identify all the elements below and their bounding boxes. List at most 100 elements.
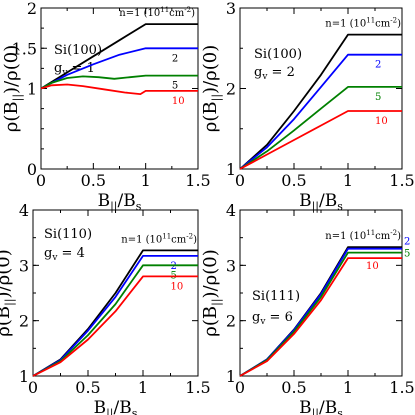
x-axis-label-main: B (299, 398, 312, 415)
series-label-3: 5 (172, 81, 178, 92)
series-line-2 (40, 47, 198, 90)
x-axis-label: B||/Bs (98, 191, 142, 214)
x-axis-label-main: B (98, 191, 111, 211)
series-label-sup2: -2 (390, 229, 397, 237)
panel-label: Si(100) (54, 43, 102, 58)
x-tick-label: 0.5 (81, 171, 106, 190)
series-label-end: ) (397, 231, 401, 242)
x-axis-label-main: B (299, 191, 312, 211)
y-tick-label: 1 (19, 367, 29, 386)
y-tick-label: 4 (226, 201, 236, 220)
y-axis-label-main: ρ(B (0, 306, 14, 337)
gv-symbol: g (252, 310, 260, 325)
series-label-sup2: -2 (186, 232, 193, 240)
series-line-2 (239, 53, 402, 170)
x-axis-label-sub2: s (136, 200, 142, 213)
y-tick-label: 4 (19, 201, 29, 220)
x-axis-label-tail: /B (118, 191, 136, 211)
panel-label: Si(100) (254, 47, 302, 62)
series-label-2: 2 (171, 261, 177, 272)
series-label-sup: 11 (366, 17, 375, 25)
y-tick-label: 2 (27, 0, 37, 18)
y-axis-label: ρ(B||)/ρ(0) (200, 45, 224, 132)
series-label-main: n=1 (10 (325, 19, 366, 30)
gv-subscript: v (259, 317, 266, 327)
x-axis-label-sub2: s (337, 200, 343, 213)
x-tick-label: 1 (141, 171, 151, 190)
valley-degeneracy-label: gv = 1 (54, 61, 95, 78)
valley-degeneracy-label: gv = 2 (254, 65, 295, 82)
x-axis-label: B||/Bs (299, 191, 343, 214)
y-tick-label: 3 (226, 256, 236, 275)
x-axis-label-sub: || (110, 200, 117, 214)
series-label-end: ) (191, 8, 195, 19)
series-label-sup2: -2 (184, 6, 191, 14)
gv-subscript: v (261, 72, 268, 82)
series-label-4: 10 (172, 96, 185, 107)
x-tick-label: 1 (343, 378, 353, 397)
series-label-sup2: -2 (390, 17, 397, 25)
series-line-1 (40, 23, 198, 90)
series-label-sup: 11 (162, 232, 171, 240)
x-axis-label-sub: || (106, 407, 113, 415)
y-tick-label: 1 (27, 80, 37, 99)
y-tick-label: 0 (27, 160, 37, 179)
series-label-sup: 11 (160, 6, 169, 14)
y-axis-label-sub: || (11, 94, 25, 101)
y-axis-label-main: ρ(B (1, 101, 22, 132)
valley-degeneracy-label: gv = 4 (44, 246, 85, 263)
y-axis-label: ρ(B||)/ρ(0) (1, 45, 25, 132)
y-axis-label-main: ρ(B (200, 101, 221, 132)
y-axis-label-tail: )/ρ(0) (200, 249, 221, 298)
series-line-3 (40, 74, 198, 90)
x-axis-label: B||/Bs (94, 398, 138, 415)
series-label-1: n=1 (1011cm-2) (121, 232, 197, 245)
gv-symbol: g (44, 246, 52, 261)
series-label-3: 5 (404, 249, 410, 260)
y-tick-label: 2 (226, 312, 236, 331)
x-axis-label-tail: /B (319, 191, 337, 211)
x-tick-label: 1 (343, 171, 353, 190)
y-axis-label: ρ(B||)/ρ(0) (200, 249, 224, 336)
panel-label: Si(110) (44, 227, 92, 242)
gv-value: = 4 (57, 246, 84, 261)
x-axis-label-sub2: s (132, 407, 138, 415)
y-axis-label: ρ(B||)/ρ(0) (0, 249, 17, 336)
series-line-4 (40, 83, 198, 95)
x-tick-label: 1 (138, 378, 148, 397)
series-line-1 (239, 33, 402, 170)
y-tick-label: 1 (226, 160, 236, 179)
y-tick-label: 1.5 (12, 39, 37, 58)
gv-value: = 2 (267, 65, 294, 80)
series-label-end: ) (397, 19, 401, 30)
y-tick-label: 1 (226, 367, 236, 386)
series-line-4 (32, 275, 198, 377)
series-label-2: 2 (172, 53, 178, 64)
series-label-3: 5 (375, 92, 381, 103)
series-label-sup: 11 (366, 229, 375, 237)
x-axis-label-tail: /B (319, 398, 337, 415)
y-tick-label: 2 (19, 312, 29, 331)
series-label-main: n=1 (10 (121, 234, 162, 245)
series-label-1: n=1 (1011cm-2) (325, 17, 401, 30)
series-label-end: ) (193, 234, 197, 245)
x-tick-label: 0 (36, 171, 46, 190)
x-tick-label: 1.5 (389, 378, 414, 397)
plot-frame (239, 7, 403, 170)
x-tick-label: 1.5 (389, 171, 414, 190)
panel-label: Si(111) (252, 289, 300, 304)
gv-subscript: v (51, 253, 58, 263)
series-label-4: 10 (375, 116, 388, 127)
x-tick-label: 0 (28, 378, 38, 397)
series-line-3 (239, 86, 402, 170)
y-axis-label-sub: || (3, 298, 17, 305)
x-axis-label-sub: || (312, 200, 319, 214)
y-axis-label-tail: )/ρ(0) (0, 249, 14, 298)
x-tick-label: 0.5 (281, 171, 306, 190)
x-tick-label: 0 (235, 171, 245, 190)
